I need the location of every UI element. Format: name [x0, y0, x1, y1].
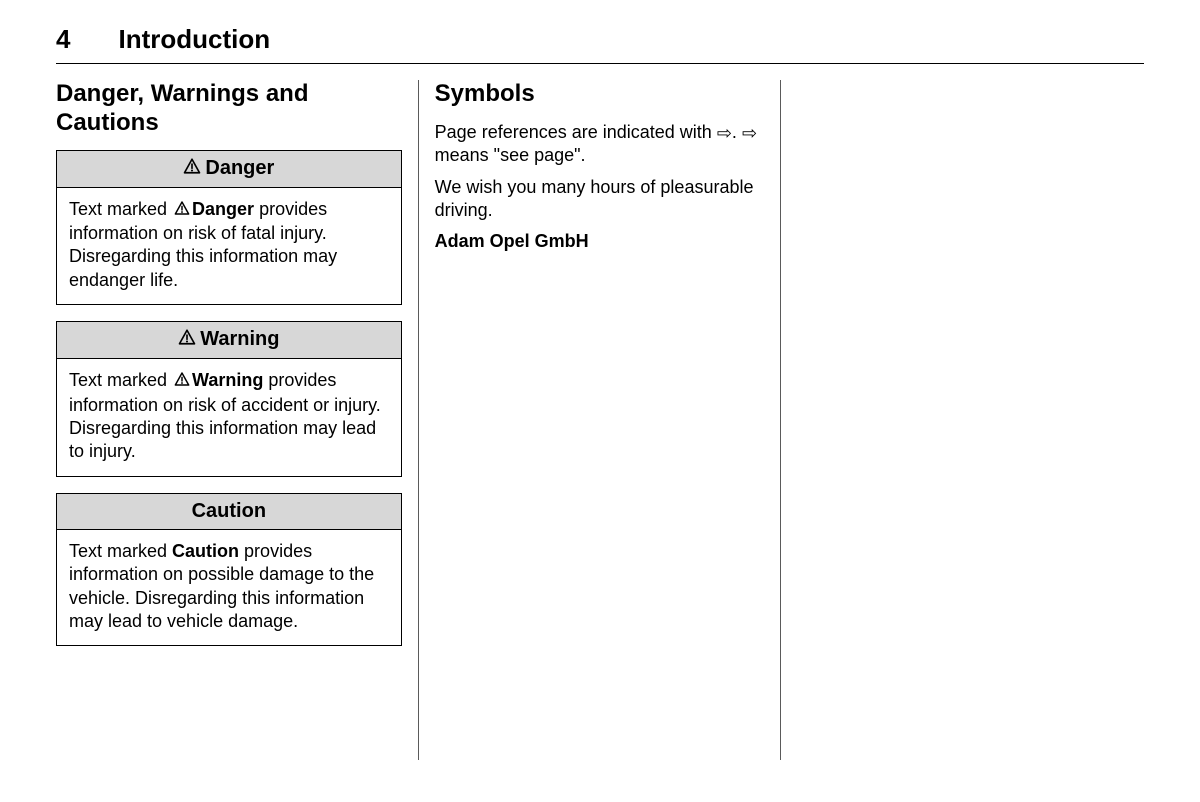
- warning-triangle-icon: [174, 199, 190, 222]
- signoff: Adam Opel GmbH: [435, 230, 765, 253]
- column-3: [781, 80, 1144, 760]
- see-page-arrow-icon: ⇨: [717, 124, 732, 142]
- para1-post: means "see page".: [435, 145, 586, 165]
- page-header: 4 Introduction: [56, 24, 1144, 64]
- notice-body-bold: Caution: [172, 541, 239, 561]
- para1-mid: .: [732, 122, 742, 142]
- page-number: 4: [56, 24, 70, 55]
- see-page-arrow-icon: ⇨: [742, 124, 757, 142]
- notice-title: Warning: [200, 328, 279, 350]
- notice-title: Danger: [205, 157, 274, 179]
- notice-box: DangerText marked Danger provides inform…: [56, 150, 402, 306]
- warning-triangle-icon: [174, 370, 190, 393]
- section-title: Introduction: [118, 24, 270, 55]
- notice-body: Text marked Caution provides information…: [57, 530, 401, 646]
- symbols-para-1: Page references are indicated with ⇨. ⇨ …: [435, 121, 765, 168]
- notice-box: WarningText marked Warning provides info…: [56, 321, 402, 477]
- notice-body-bold: Warning: [192, 370, 263, 390]
- warning-triangle-icon: [183, 157, 201, 181]
- notice-body: Text marked Warning provides information…: [57, 359, 401, 476]
- notice-body-pre: Text marked: [69, 199, 172, 219]
- notice-header: Warning: [57, 322, 401, 359]
- col1-heading: Danger, Warnings and Cautions: [56, 80, 402, 138]
- notice-header: Danger: [57, 151, 401, 188]
- signoff-text: Adam Opel GmbH: [435, 231, 589, 251]
- warning-triangle-icon: [178, 328, 196, 352]
- col2-heading: Symbols: [435, 80, 765, 109]
- notice-body-pre: Text marked: [69, 541, 172, 561]
- notice-title: Caution: [192, 500, 266, 522]
- para1-pre: Page references are indicated with: [435, 122, 717, 142]
- symbols-para-2: We wish you many hours of pleasurable dr…: [435, 176, 765, 223]
- content-columns: Danger, Warnings and Cautions DangerText…: [56, 80, 1144, 760]
- notice-box: CautionText marked Caution provides info…: [56, 493, 402, 647]
- column-2: Symbols Page references are indicated wi…: [419, 80, 782, 760]
- notice-header: Caution: [57, 494, 401, 530]
- notice-body-pre: Text marked: [69, 370, 172, 390]
- notice-body-bold: Danger: [192, 199, 254, 219]
- column-1: Danger, Warnings and Cautions DangerText…: [56, 80, 419, 760]
- notice-body: Text marked Danger provides information …: [57, 188, 401, 305]
